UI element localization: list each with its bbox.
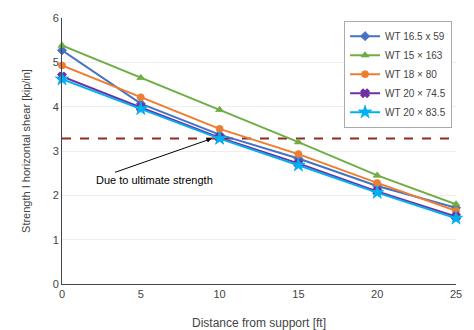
svg-text:WT 18 × 80: WT 18 × 80 [385,69,437,80]
svg-text:WT 15 × 163: WT 15 × 163 [385,50,443,61]
svg-text:Distance from support [ft]: Distance from support [ft] [192,316,326,330]
svg-text:Strength I horizontal shear [k: Strength I horizontal shear [kip/in] [20,69,32,233]
svg-text:WT 16.5 x 59: WT 16.5 x 59 [385,31,445,42]
svg-text:20: 20 [371,288,383,300]
svg-text:15: 15 [292,288,304,300]
svg-text:1: 1 [53,234,59,246]
svg-text:Due to ultimate strength: Due to ultimate strength [96,174,213,186]
svg-text:WT 20 × 74.5: WT 20 × 74.5 [385,88,446,99]
svg-text:5: 5 [138,288,144,300]
svg-text:25: 25 [450,288,462,300]
svg-text:2: 2 [53,189,59,201]
svg-text:3: 3 [53,145,59,157]
svg-text:10: 10 [213,288,225,300]
svg-text:5: 5 [53,56,59,68]
svg-text:0: 0 [53,278,59,290]
svg-text:0: 0 [59,288,65,300]
svg-text:6: 6 [53,12,59,24]
svg-text:WT 20 × 83.5: WT 20 × 83.5 [385,107,446,118]
svg-text:4: 4 [53,101,59,113]
